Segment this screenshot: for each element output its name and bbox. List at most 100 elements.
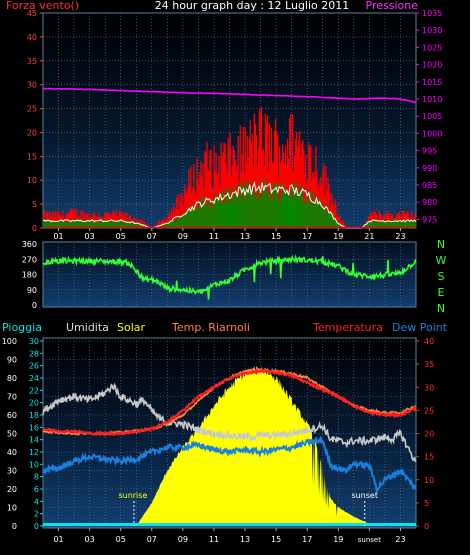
wind-low-bar [86, 220, 88, 228]
wind-low-bar [56, 221, 58, 228]
wind-low-bar [330, 212, 332, 228]
wind-low-bar [371, 220, 373, 228]
wind-low-bar [85, 220, 87, 228]
wind-low-bar [383, 221, 386, 228]
legend-solar: Solar [117, 321, 146, 334]
wind-low-bar [382, 221, 385, 228]
pressure-tick-label: 995 [422, 147, 437, 156]
wind-gust-bar [205, 152, 207, 228]
wind-gust-bar [286, 138, 289, 228]
pressure-tick-label: 1035 [422, 9, 442, 18]
wind-low-bar [128, 221, 130, 228]
wind-low-bar [199, 200, 201, 228]
wind-low-bar [140, 224, 143, 228]
wind-gust-bar [237, 136, 239, 228]
wind-gust-bar [93, 212, 95, 228]
wind-low-bar [216, 193, 218, 228]
wind-gust-bar [378, 210, 381, 228]
wind-low-bar [323, 208, 325, 228]
wind-low-bar [72, 220, 74, 228]
wind-low-bar [260, 180, 263, 228]
wind-low-bar [130, 223, 133, 228]
wind-low-bar [109, 220, 111, 228]
rain-tick-label: 14 [29, 436, 39, 445]
wind-gust-bar [244, 127, 246, 228]
wind-low-bar [377, 222, 379, 228]
wind-low-bar [229, 189, 231, 228]
rain-tick-label: 2 [34, 510, 39, 519]
wind-gust-bar [96, 216, 98, 228]
wind-low-bar [123, 219, 125, 228]
wind-low-bar [175, 220, 177, 228]
wind-low-bar [88, 220, 90, 228]
wind-gust-bar [69, 211, 71, 228]
wind-low-bar [233, 191, 235, 228]
wind-left-tick-label: 35 [27, 57, 37, 66]
wind-low-bar [125, 223, 127, 228]
wind-low-bar [83, 219, 85, 228]
wind-gust-bar [107, 212, 109, 228]
wind-hour-label: 19 [333, 232, 343, 241]
wind-low-bar [325, 203, 327, 228]
meteo-hour-label: 07 [147, 535, 157, 544]
wind-low-bar [191, 207, 193, 228]
direction-chart: 0 90 180 270 360 [22, 240, 417, 310]
wind-gust-bar [175, 207, 177, 228]
wind-low-bar [58, 219, 60, 228]
sunrise-label: sunrise [118, 491, 147, 500]
wind-low-bar [290, 189, 293, 228]
wind-low-bar [220, 202, 222, 228]
wind-low-bar [278, 200, 281, 228]
wind-low-bar [187, 212, 189, 228]
direction-tick-label: 360 [22, 240, 37, 249]
wind-gust-bar [222, 152, 224, 228]
wind-low-bar [308, 188, 310, 228]
wind-low-bar [219, 200, 221, 228]
wind-low-bar [280, 181, 283, 228]
sunset-label: sunset [351, 491, 378, 500]
wind-low-bar [75, 220, 77, 228]
wind-low-bar [192, 208, 194, 228]
rain-tick-label: 0 [34, 522, 39, 531]
pressure-tick-label: 980 [422, 198, 437, 207]
wind-gust-bar [273, 131, 276, 228]
wind-low-bar [329, 209, 331, 228]
wind-gust-bar [126, 213, 128, 228]
wind-low-bar [332, 217, 334, 228]
wind-low-bar [327, 204, 329, 228]
wind-low-bar [297, 189, 299, 228]
wind-low-bar [389, 220, 392, 228]
rain-tick-label: 4 [34, 497, 39, 506]
wind-gust-bar [159, 221, 162, 228]
wind-low-bar [101, 218, 103, 228]
wind-low-bar [126, 220, 128, 228]
wind-gust-bar [100, 216, 102, 228]
wind-gust-bar [188, 169, 190, 228]
pressure-tick-label: 985 [422, 181, 437, 190]
wind-gust-bar [308, 142, 310, 228]
wind-gust-bar [80, 210, 82, 228]
wind-low-bar [252, 184, 254, 228]
wind-hour-label: 11 [209, 232, 219, 241]
wind-low-bar [124, 221, 126, 228]
wind-low-bar [207, 203, 209, 228]
wind-chart: 0510152025303540459759809859909951000100… [27, 9, 443, 241]
wind-low-bar [250, 196, 252, 228]
wind-gust-bar [65, 215, 67, 228]
wind-low-bar [172, 220, 174, 228]
wind-low-bar [314, 200, 316, 228]
wind-low-bar [61, 221, 63, 228]
wind-low-bar [185, 215, 187, 228]
wind-low-bar [106, 221, 108, 228]
wind-low-bar [71, 220, 73, 228]
rain-tick-label: 30 [29, 337, 39, 346]
wind-low-bar [98, 219, 100, 228]
wind-low-bar [183, 212, 185, 228]
wind-low-bar [303, 203, 305, 228]
wind-low-bar [284, 185, 287, 228]
wind-low-bar [162, 225, 165, 228]
wind-low-bar [238, 195, 240, 228]
wind-gust-bar [164, 220, 167, 228]
wind-low-bar [129, 221, 132, 228]
wind-gust-bar [401, 210, 404, 228]
